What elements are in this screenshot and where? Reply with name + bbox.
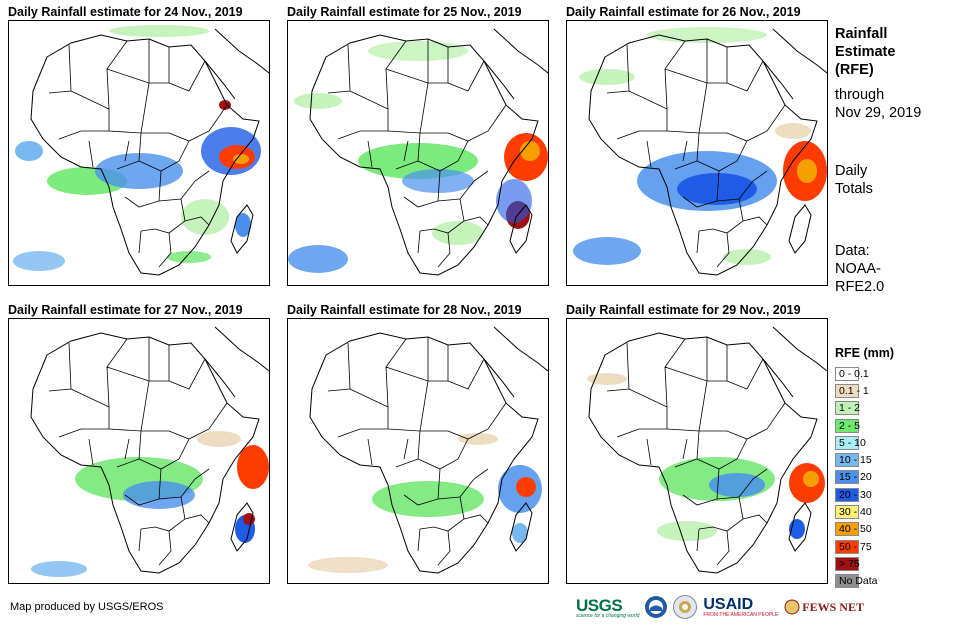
map-panel-27-nov: Daily Rainfall estimate for 27 Nov., 201… — [8, 302, 270, 584]
rain-areas — [573, 27, 827, 265]
legend-item: 5 - 10 — [835, 434, 898, 451]
map-credit: Map produced by USGS/EROS — [10, 601, 164, 613]
legend-label: 40 - 50 — [839, 523, 872, 536]
legend-swatch — [835, 383, 859, 398]
legend-label: 30 - 40 — [839, 506, 872, 519]
source-line: NOAA- — [835, 261, 881, 277]
usgs-logo-text: USGS — [576, 595, 623, 615]
title-line: Estimate — [835, 44, 896, 60]
legend-item: 1 - 2 — [835, 400, 898, 417]
period-line: Nov 29, 2019 — [835, 105, 922, 121]
title-line: (RFE) — [835, 62, 874, 78]
rain-areas — [13, 25, 261, 271]
fews-net-logo: FEWS NET — [784, 599, 864, 615]
usgs-logo: USGS science for a changing world — [576, 596, 639, 619]
legend-swatch — [835, 470, 859, 485]
legend-item: > 75 — [835, 555, 898, 572]
legend-label: 50 - 75 — [839, 540, 872, 553]
legend-label: > 75 — [839, 557, 860, 570]
totals-line: Totals — [835, 181, 873, 197]
legend: 0 - 0.1 0.1 - 1 1 - 2 2 - 5 5 - 10 10 - 15 15 … — [835, 365, 898, 590]
title-line: Rainfall — [835, 26, 888, 42]
rainfall-map — [287, 318, 549, 584]
legend-swatch — [835, 574, 859, 589]
fews-globe-icon — [784, 599, 800, 615]
rainfall-map — [8, 20, 270, 286]
legend-item: 10 - 15 — [835, 451, 898, 468]
legend-label: 15 - 20 — [839, 471, 872, 484]
logo-bar: USGS science for a changing world USAID … — [576, 595, 864, 619]
legend-item: 30 - 40 — [835, 503, 898, 520]
totals-line: Daily — [835, 163, 868, 179]
legend-label: 0 - 0.1 — [839, 367, 869, 380]
doi-seal-icon — [673, 595, 698, 619]
legend-item: 2 - 5 — [835, 417, 898, 434]
legend-item: 50 - 75 — [835, 538, 898, 555]
rain-areas — [288, 41, 548, 273]
legend-item: No Data — [835, 573, 898, 590]
fews-logo-text: FEWS NET — [802, 599, 864, 614]
legend-swatch — [835, 418, 859, 433]
legend-swatch — [835, 453, 859, 468]
legend-swatch — [835, 366, 859, 381]
legend-swatch — [835, 522, 859, 537]
legend-title: RFE (mm) — [835, 346, 895, 360]
rain-areas — [31, 431, 269, 577]
legend-label: 1 - 2 — [839, 402, 861, 415]
map-panel-24-nov: Daily Rainfall estimate for 24 Nov., 201… — [8, 4, 270, 286]
legend-swatch — [835, 539, 859, 554]
panel-title: Daily Rainfall estimate for 25 Nov., 201… — [287, 5, 522, 19]
usgs-tagline: science for a changing world — [576, 612, 640, 619]
legend-item: 0 - 0.1 — [835, 365, 898, 382]
rainfall-map — [566, 20, 828, 286]
map-panel-28-nov: Daily Rainfall estimate for 28 Nov., 201… — [287, 302, 549, 584]
map-panel-26-nov: Daily Rainfall estimate for 26 Nov., 201… — [566, 4, 828, 286]
panel-title: Daily Rainfall estimate for 26 Nov., 201… — [566, 5, 801, 19]
legend-label: 20 - 30 — [839, 488, 872, 501]
usaid-logo-text: USAID — [703, 596, 754, 613]
legend-swatch — [835, 435, 859, 450]
legend-label: 2 - 5 — [839, 419, 861, 432]
legend-label: 0.1 - 1 — [839, 384, 869, 397]
sidebar-source: Data: NOAA- RFE2.0 — [835, 242, 884, 296]
map-panel-25-nov: Daily Rainfall estimate for 25 Nov., 201… — [287, 4, 549, 286]
legend-swatch — [835, 487, 859, 502]
rain-areas — [308, 433, 542, 573]
rain-areas — [587, 373, 825, 541]
rainfall-map — [566, 318, 828, 584]
usaid-logo: USAID FROM THE AMERICAN PEOPLE — [703, 596, 778, 618]
sidebar-title: Rainfall Estimate (RFE) — [835, 25, 895, 79]
legend-item: 40 - 50 — [835, 521, 898, 538]
legend-item: 15 - 20 — [835, 469, 898, 486]
period-line: through — [835, 87, 885, 103]
legend-label: No Data — [839, 575, 878, 588]
panel-title: Daily Rainfall estimate for 27 Nov., 201… — [8, 303, 243, 317]
legend-item: 20 - 30 — [835, 486, 898, 503]
legend-label: 5 - 10 — [839, 436, 866, 449]
sidebar-totals: Daily Totals — [835, 162, 873, 198]
panel-title: Daily Rainfall estimate for 28 Nov., 201… — [287, 303, 522, 317]
source-line: Data: — [835, 243, 870, 259]
legend-swatch — [835, 401, 859, 416]
panel-title: Daily Rainfall estimate for 29 Nov., 201… — [566, 303, 801, 317]
sidebar-period: through Nov 29, 2019 — [835, 86, 921, 122]
rainfall-map — [8, 318, 270, 584]
panel-title: Daily Rainfall estimate for 24 Nov., 201… — [8, 5, 243, 19]
rainfall-map — [287, 20, 549, 286]
noaa-logo-icon — [645, 596, 668, 618]
legend-swatch — [835, 505, 859, 520]
source-line: RFE2.0 — [835, 279, 885, 295]
legend-label: 10 - 15 — [839, 454, 872, 467]
legend-item: 0.1 - 1 — [835, 382, 898, 399]
legend-swatch — [835, 556, 859, 571]
map-panel-29-nov: Daily Rainfall estimate for 29 Nov., 201… — [566, 302, 828, 584]
usaid-tagline: FROM THE AMERICAN PEOPLE — [703, 612, 779, 618]
